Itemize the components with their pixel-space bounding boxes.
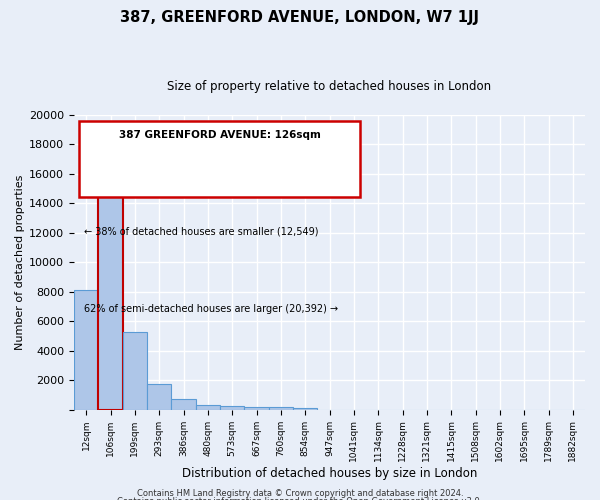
Text: 387 GREENFORD AVENUE: 126sqm: 387 GREENFORD AVENUE: 126sqm [119, 130, 320, 140]
Bar [98, 164, 122, 410]
Bar [172, 400, 196, 409]
Text: Contains HM Land Registry data © Crown copyright and database right 2024.: Contains HM Land Registry data © Crown c… [137, 488, 463, 498]
Bar [269, 407, 293, 410]
Bar [196, 405, 220, 409]
FancyBboxPatch shape [79, 121, 360, 198]
Bar [122, 332, 147, 409]
Bar [293, 408, 317, 410]
Bar [74, 290, 98, 410]
Y-axis label: Number of detached properties: Number of detached properties [15, 174, 25, 350]
Bar [220, 406, 244, 410]
Bar [244, 407, 269, 410]
X-axis label: Distribution of detached houses by size in London: Distribution of detached houses by size … [182, 467, 477, 480]
Text: ← 38% of detached houses are smaller (12,549): ← 38% of detached houses are smaller (12… [84, 227, 319, 237]
Text: Contains public sector information licensed under the Open Government Licence v3: Contains public sector information licen… [118, 497, 482, 500]
Text: 62% of semi-detached houses are larger (20,392) →: 62% of semi-detached houses are larger (… [84, 304, 338, 314]
Bar [147, 384, 172, 409]
Title: Size of property relative to detached houses in London: Size of property relative to detached ho… [167, 80, 491, 93]
Text: 387, GREENFORD AVENUE, LONDON, W7 1JJ: 387, GREENFORD AVENUE, LONDON, W7 1JJ [121, 10, 479, 25]
